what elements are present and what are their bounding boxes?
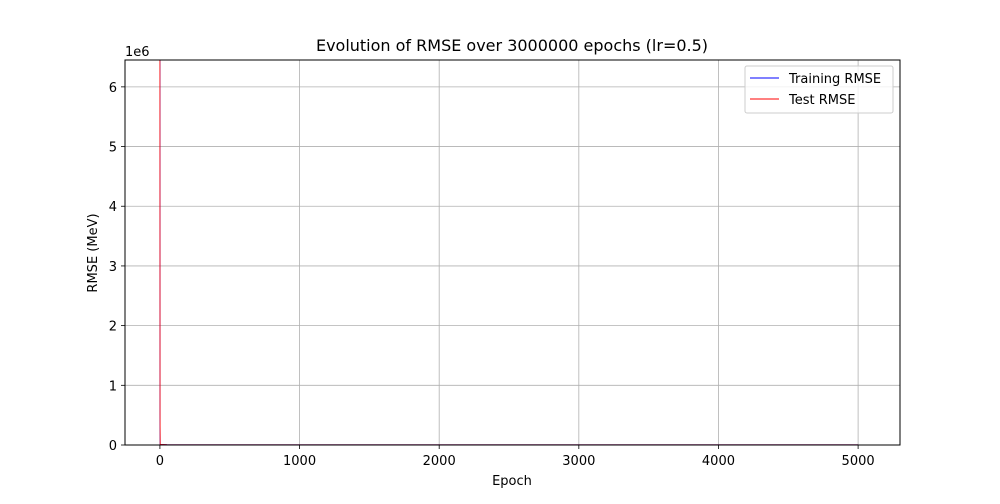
series-layer xyxy=(159,59,859,446)
y-tick-label: 1 xyxy=(109,379,117,394)
x-tick-label: 0 xyxy=(156,454,164,469)
x-tick-label: 2000 xyxy=(423,454,456,469)
legend-label-training: Training RMSE xyxy=(788,72,881,87)
legend-box xyxy=(744,65,894,114)
x-tick-label: 3000 xyxy=(562,454,595,469)
grid-layer xyxy=(125,60,900,446)
legend-label-test: Test RMSE xyxy=(788,93,855,108)
y-tick-label: 0 xyxy=(109,439,117,454)
y-tick-label: 4 xyxy=(109,200,117,215)
x-tick-label: 4000 xyxy=(702,454,735,469)
x-axis-label: Epoch xyxy=(492,474,532,489)
y-tick-label: 2 xyxy=(109,320,117,335)
tick-layer: 0 1000 2000 3000 4000 5000 0 1 2 3 4 5 6 xyxy=(109,81,875,469)
y-tick-label: 3 xyxy=(109,260,117,275)
training-rmse-line xyxy=(159,59,859,446)
x-tick-label: 1000 xyxy=(283,454,316,469)
test-rmse-line xyxy=(159,59,859,446)
legend: Training RMSE Test RMSE xyxy=(744,65,894,114)
chart-title: Evolution of RMSE over 3000000 epochs (l… xyxy=(316,36,708,55)
x-tick-label: 5000 xyxy=(842,454,875,469)
y-offset-label: 1e6 xyxy=(125,45,150,60)
y-tick-label: 5 xyxy=(109,141,117,156)
y-tick-label: 6 xyxy=(109,81,117,96)
y-axis-label: RMSE (MeV) xyxy=(86,213,101,292)
plot-frame xyxy=(124,59,901,446)
